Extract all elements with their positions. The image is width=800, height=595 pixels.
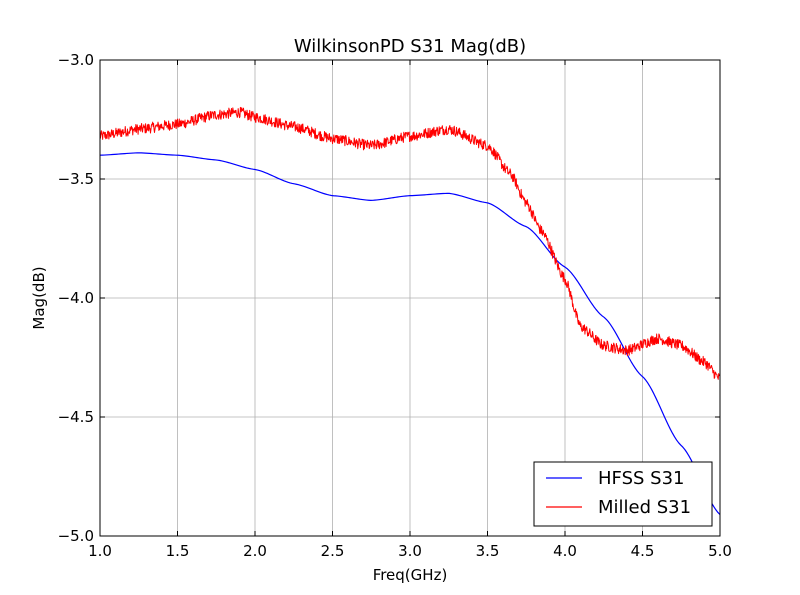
- y-axis-title: Mag(dB): [30, 266, 48, 329]
- x-tick-label: 3.0: [398, 542, 422, 560]
- x-tick-label: 1.0: [88, 542, 112, 560]
- series-line-milled: [100, 106, 720, 380]
- legend-box: [533, 461, 713, 527]
- y-tick-label: −3.0: [58, 51, 94, 69]
- legend-label-milled: Milled S31: [598, 497, 691, 518]
- x-axis-title: Freq(GHz): [373, 566, 448, 584]
- x-tick-label: 2.5: [321, 542, 345, 560]
- x-tick-label: 2.0: [243, 542, 267, 560]
- series-line-hfss: [100, 152, 720, 515]
- x-tick-label: 5.0: [708, 542, 732, 560]
- tick-labels: 1.0 1.5 2.0 2.5 3.0 3.5 4.0 4.5 5.0 −3.0 −3.5 −4.0 −…: [58, 51, 732, 560]
- y-tick-label: −5.0: [58, 527, 94, 545]
- y-tick-label: −3.5: [58, 170, 94, 188]
- legend: HFSS S31 Milled S31: [533, 461, 713, 527]
- ticks: [99, 59, 721, 537]
- series-layer: [100, 106, 720, 515]
- y-tick-label: −4.5: [58, 408, 94, 426]
- x-tick-label: 4.5: [631, 542, 655, 560]
- grid: [100, 60, 720, 536]
- x-tick-label: 3.5: [476, 542, 500, 560]
- legend-label-hfss: HFSS S31: [598, 468, 684, 489]
- x-tick-label: 1.5: [166, 542, 190, 560]
- chart-title: WilkinsonPD S31 Mag(dB): [294, 36, 526, 57]
- x-tick-label: 4.0: [553, 542, 577, 560]
- y-tick-label: −4.0: [58, 289, 94, 307]
